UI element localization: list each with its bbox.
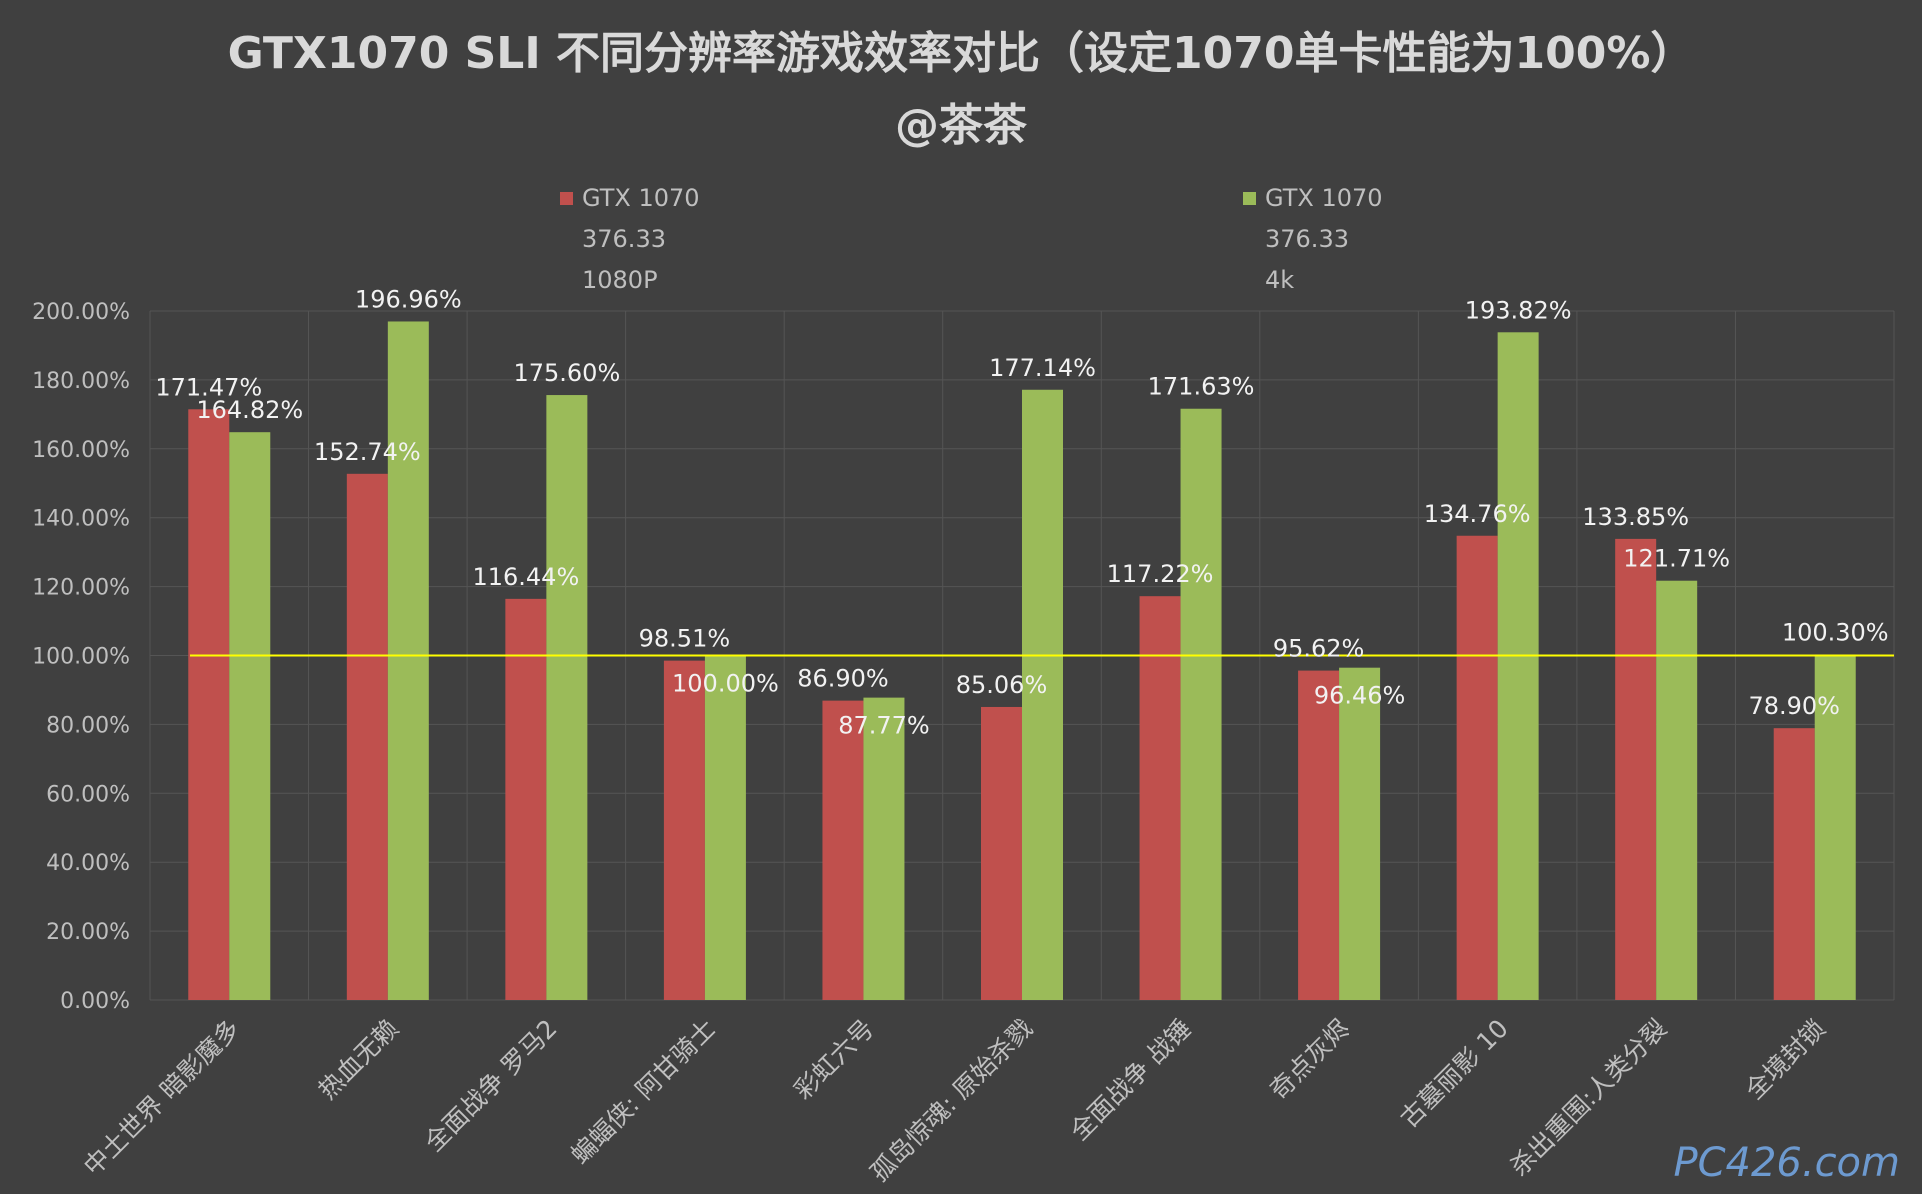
data-label: 164.82% xyxy=(196,396,303,424)
bar-1080p xyxy=(1773,728,1815,1000)
data-label: 86.90% xyxy=(797,665,889,693)
data-label: 117.22% xyxy=(1107,560,1214,588)
y-tick-label: 40.00% xyxy=(46,851,130,876)
data-label: 100.00% xyxy=(672,670,779,698)
data-label: 152.74% xyxy=(314,438,421,466)
category-label: 彩虹六号 xyxy=(788,1014,879,1105)
category-label: 热血无赖 xyxy=(313,1014,404,1105)
bar-4k xyxy=(1022,389,1063,1000)
bar-4k xyxy=(387,321,429,1001)
data-label: 175.60% xyxy=(513,359,620,387)
x-axis-categories: 中土世界 暗影魔多 热血无赖 全面战争 罗马2 蝙蝠侠: 阿甘骑士 彩虹六号孤岛惊魂: … xyxy=(78,1014,1831,1188)
data-label: 98.51% xyxy=(639,625,731,653)
data-label: 87.77% xyxy=(838,712,930,740)
bar-4k xyxy=(546,395,588,1001)
y-tick-label: 180.00% xyxy=(32,369,130,394)
legend-line: GTX 1070 xyxy=(1265,184,1383,212)
y-tick-label: 160.00% xyxy=(32,438,130,463)
data-label: 121.71% xyxy=(1623,545,1730,573)
title-line: GTX1070 SLI 不同分辨率游戏效率对比（设定1070单卡性能为100%） xyxy=(227,28,1695,79)
data-label: 78.90% xyxy=(1748,692,1840,720)
legend-swatch-1080p xyxy=(560,192,573,205)
bar-1080p xyxy=(505,598,547,1000)
data-label: 95.62% xyxy=(1273,635,1365,663)
y-tick-label: 100.00% xyxy=(32,645,130,670)
legend-swatch-4k xyxy=(1243,192,1256,205)
bar-4k xyxy=(704,655,746,1000)
bar-1080p xyxy=(1615,538,1657,1000)
subtitle-line: @茶茶 xyxy=(895,100,1027,151)
y-tick-label: 140.00% xyxy=(32,507,130,532)
category-label: 全面战争 罗马2 xyxy=(419,1014,562,1157)
data-label: 177.14% xyxy=(989,354,1096,382)
legend-item-4k: GTX 1070 376.33 4k xyxy=(1243,178,1383,301)
bar-4k xyxy=(229,432,271,1001)
data-label: 85.06% xyxy=(956,671,1048,699)
y-tick-label: 80.00% xyxy=(46,713,130,738)
bars xyxy=(188,321,1856,1001)
y-tick-label: 20.00% xyxy=(46,920,130,945)
legend-line: 376.33 xyxy=(1265,225,1349,253)
watermark: PC426.com xyxy=(1673,1140,1900,1186)
bar-1080p xyxy=(188,409,230,1000)
data-labels: 171.47%164.82% 152.74% 196.96% 116.44% 175.6… xyxy=(155,285,1888,739)
bar-1080p xyxy=(1298,670,1340,1000)
category-label: 杀出重围:人类分裂 xyxy=(1505,1014,1673,1182)
legend-item-1080p: GTX 1070 376.33 1080P xyxy=(560,178,700,301)
y-tick-label: 60.00% xyxy=(46,782,130,807)
bar-1080p xyxy=(1139,596,1181,1000)
bar-4k xyxy=(1814,654,1856,1000)
bar-4k xyxy=(1180,408,1222,1001)
bar-4k xyxy=(1339,667,1381,1000)
bar-1080p xyxy=(346,473,388,1001)
data-label: 171.63% xyxy=(1148,373,1255,401)
data-label: 116.44% xyxy=(472,563,579,591)
y-tick-label: 0.00% xyxy=(60,989,130,1014)
category-label: 中土世界 暗影魔多 xyxy=(78,1014,246,1182)
data-label: 196.96% xyxy=(355,285,462,313)
bar-4k xyxy=(1497,332,1539,1000)
bar-1080p xyxy=(981,706,1022,1000)
category-label: 全境封锁 xyxy=(1740,1014,1831,1105)
chart-title: GTX1070 SLI 不同分辨率游戏效率对比（设定1070单卡性能为100%）… xyxy=(0,18,1922,162)
category-label: 全面战争 战锤 xyxy=(1065,1014,1197,1146)
category-label: 古墓丽影 10 xyxy=(1395,1014,1514,1133)
category-label: 奇点灰烬 xyxy=(1264,1014,1355,1105)
legend-line: 1080P xyxy=(582,266,658,294)
bar-1080p xyxy=(822,700,864,1000)
legend-line: 4k xyxy=(1265,266,1295,294)
bar-1080p xyxy=(663,660,705,1000)
category-label: 孤岛惊魂: 原始杀戮 xyxy=(865,1014,1039,1188)
bar-4k xyxy=(1656,580,1698,1000)
y-tick-label: 200.00% xyxy=(32,300,130,325)
bar-4k xyxy=(863,697,905,1000)
bar-1080p xyxy=(1456,535,1498,1000)
data-label: 133.85% xyxy=(1582,503,1689,531)
data-label: 96.46% xyxy=(1314,682,1406,710)
y-axis: 0.00% 20.00% 40.00% 60.00% 80.00% 100.00% 120.… xyxy=(32,300,130,1014)
data-label: 134.76% xyxy=(1424,500,1531,528)
data-label: 171.47% xyxy=(155,373,262,401)
category-label: 蝙蝠侠: 阿甘骑士 xyxy=(565,1014,721,1170)
data-label: 193.82% xyxy=(1465,296,1572,324)
data-label: 100.30% xyxy=(1782,618,1889,646)
y-tick-label: 120.00% xyxy=(32,576,130,601)
legend-line: 376.33 xyxy=(582,225,666,253)
legend-line: GTX 1070 xyxy=(582,184,700,212)
